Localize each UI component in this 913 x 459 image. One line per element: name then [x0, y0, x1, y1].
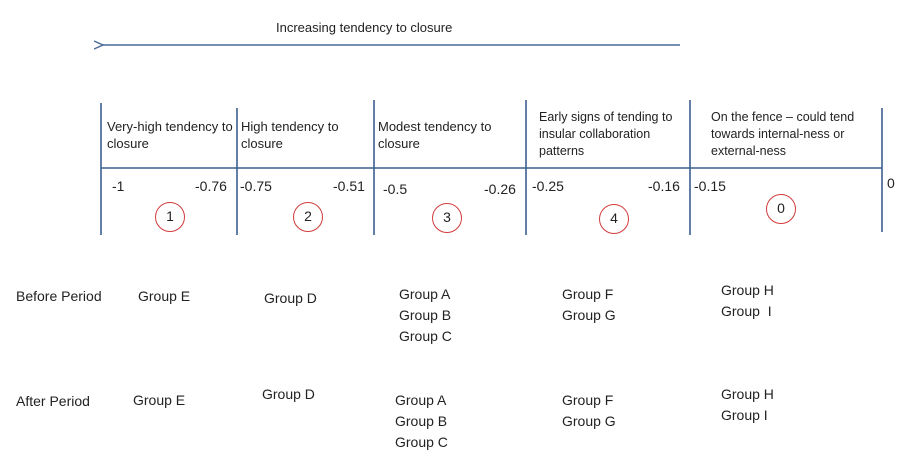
- group-name: Group C: [395, 434, 448, 450]
- group-name: Group D: [264, 290, 317, 306]
- tick-zero: 0: [887, 175, 895, 191]
- group-list: Group A Group B Group C: [395, 390, 448, 453]
- rank-circle: 0: [766, 194, 796, 224]
- group-list: Group A Group B Group C: [399, 284, 452, 347]
- arrow-label: Increasing tendency to closure: [276, 20, 453, 35]
- group-name: Group A: [399, 286, 451, 302]
- category-label: High tendency to closure: [241, 119, 339, 151]
- group-name: Group C: [399, 328, 452, 344]
- group-list: Group H Group I: [721, 280, 774, 322]
- group-list: Group E: [138, 286, 190, 307]
- group-name: Group E: [133, 392, 186, 408]
- group-list: Group H Group I: [721, 384, 774, 426]
- group-name: Group I: [721, 407, 768, 423]
- tick-min: -0.25: [532, 178, 564, 194]
- group-list: Group D: [262, 384, 315, 405]
- rank-circle: 2: [293, 202, 323, 232]
- group-list: Group F Group G: [562, 390, 616, 432]
- tick-max: -0.51: [333, 178, 365, 194]
- period-label-before: Before Period: [16, 288, 102, 304]
- tick-min: -1: [112, 178, 125, 194]
- group-name: Group F: [562, 392, 614, 408]
- category-label: Early signs of tending to insular collab…: [539, 110, 673, 158]
- group-name: Group H: [721, 386, 774, 402]
- category-label: On the fence – could tend towards intern…: [711, 110, 855, 158]
- group-name: Group D: [262, 386, 315, 402]
- tick-max: -0.26: [484, 181, 516, 197]
- period-label-after: After Period: [16, 393, 90, 409]
- rank-circle: 4: [599, 204, 629, 234]
- group-name: Group G: [562, 413, 616, 429]
- group-name: Group G: [562, 307, 616, 323]
- group-name: Group I: [721, 303, 772, 319]
- group-name: Group B: [395, 413, 448, 429]
- tick-min: -0.15: [694, 178, 726, 194]
- group-list: Group E: [133, 390, 185, 411]
- rank-circle: 3: [432, 203, 462, 233]
- group-list: Group F Group G: [562, 284, 616, 326]
- group-name: Group A: [395, 392, 447, 408]
- group-name: Group B: [399, 307, 452, 323]
- tick-max: -0.76: [195, 178, 227, 194]
- rank-circle: 1: [155, 202, 185, 232]
- tick-min: -0.75: [240, 178, 272, 194]
- group-name: Group H: [721, 282, 774, 298]
- tick-max: -0.16: [648, 178, 680, 194]
- category-label: Very-high tendency to closure: [107, 119, 233, 151]
- group-name: Group E: [138, 288, 191, 304]
- group-name: Group F: [562, 286, 614, 302]
- tick-min: -0.5: [383, 181, 408, 197]
- group-list: Group D: [264, 288, 317, 309]
- category-label: Modest tendency to closure: [378, 119, 492, 151]
